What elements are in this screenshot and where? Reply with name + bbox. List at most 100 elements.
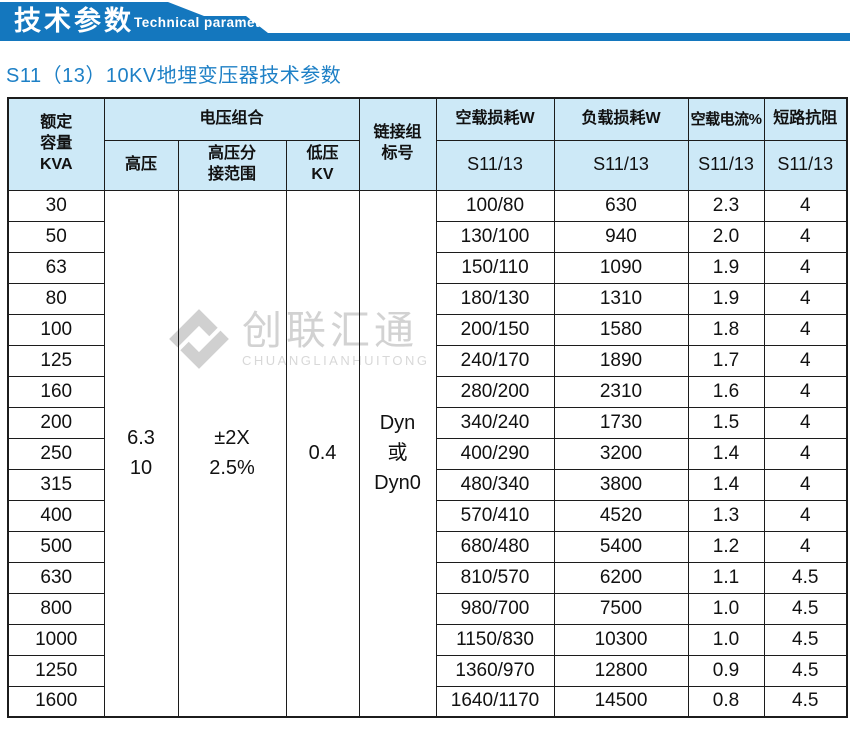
noload-loss-cell: 1360/970 — [435, 654, 555, 687]
noload-current-cell: 1.8 — [687, 313, 765, 346]
parameters-table: 额定 容量 KVA 电压组合 链接组 标号 空载损耗W 负载损耗W 空载电流% … — [7, 97, 848, 718]
load-loss-cell: 12800 — [553, 654, 689, 687]
header-voltage-group: 电压组合 — [103, 97, 360, 141]
banner-ribbon-shape — [0, 2, 850, 41]
impedance-cell: 4.5 — [763, 623, 848, 656]
header-load-loss: 负载损耗W — [553, 97, 689, 141]
impedance-cell: 4 — [763, 251, 848, 284]
capacity-cell: 200 — [7, 406, 105, 439]
impedance-cell: 4.5 — [763, 654, 848, 687]
header-lv: 低压 KV — [285, 139, 360, 191]
noload-loss-cell: 810/570 — [435, 561, 555, 594]
noload-current-cell: 1.9 — [687, 251, 765, 284]
load-loss-cell: 3800 — [553, 468, 689, 501]
noload-current-cell: 0.8 — [687, 685, 765, 718]
noload-current-cell: 1.7 — [687, 344, 765, 377]
table-row: 400 570/410 4520 1.3 4 — [7, 499, 848, 532]
load-loss-cell: 1890 — [553, 344, 689, 377]
noload-loss-cell: 100/80 — [435, 189, 555, 222]
subheader-noload-current: S11/13 — [687, 139, 765, 191]
table-row: 125 240/170 1890 1.7 4 — [7, 344, 848, 377]
table-row: 200 340/240 1730 1.5 4 — [7, 406, 848, 439]
noload-current-cell: 1.2 — [687, 530, 765, 563]
load-loss-cell: 1580 — [553, 313, 689, 346]
noload-current-cell: 1.0 — [687, 592, 765, 625]
noload-loss-cell: 130/100 — [435, 220, 555, 253]
page-title: S11（13）10KV地埋变压器技术参数 — [6, 65, 342, 87]
noload-loss-cell: 240/170 — [435, 344, 555, 377]
header-impedance: 短路抗阻 — [763, 97, 848, 141]
noload-loss-cell: 180/130 — [435, 282, 555, 315]
noload-loss-cell: 200/150 — [435, 313, 555, 346]
merged-vector-group-cell: Dyn 或 Dyn0 — [358, 189, 437, 718]
subheader-impedance: S11/13 — [763, 139, 848, 191]
noload-loss-cell: 280/200 — [435, 375, 555, 408]
banner-title: 技术参数 — [14, 6, 134, 36]
capacity-cell: 800 — [7, 592, 105, 625]
noload-current-cell: 1.3 — [687, 499, 765, 532]
header-capacity: 额定 容量 KVA — [7, 97, 105, 191]
table-row: 630 810/570 6200 1.1 4.5 — [7, 561, 848, 594]
noload-loss-cell: 980/700 — [435, 592, 555, 625]
impedance-cell: 4 — [763, 282, 848, 315]
impedance-cell: 4 — [763, 313, 848, 346]
impedance-cell: 4 — [763, 189, 848, 222]
load-loss-cell: 1090 — [553, 251, 689, 284]
subheader-load-loss: S11/13 — [553, 139, 689, 191]
load-loss-cell: 6200 — [553, 561, 689, 594]
load-loss-cell: 4520 — [553, 499, 689, 532]
impedance-cell: 4 — [763, 530, 848, 563]
table-row: 63 150/110 1090 1.9 4 — [7, 251, 848, 284]
header-vector-group: 链接组 标号 — [358, 97, 437, 191]
capacity-cell: 630 — [7, 561, 105, 594]
noload-current-cell: 1.6 — [687, 375, 765, 408]
header-banner: 技术参数 Technical parameter — [0, 0, 850, 44]
noload-current-cell: 1.5 — [687, 406, 765, 439]
table-body: 30 6.3 10 ±2X 2.5% 0.4 Dyn 或 Dyn0 100/80 630 2.… — [7, 189, 848, 718]
capacity-cell: 315 — [7, 468, 105, 501]
noload-loss-cell: 340/240 — [435, 406, 555, 439]
load-loss-cell: 630 — [553, 189, 689, 222]
capacity-cell: 125 — [7, 344, 105, 377]
merged-tap-range-cell: ±2X 2.5% — [177, 189, 287, 718]
load-loss-cell: 940 — [553, 220, 689, 253]
table-row: 80 180/130 1310 1.9 4 — [7, 282, 848, 315]
impedance-cell: 4 — [763, 220, 848, 253]
impedance-cell: 4 — [763, 499, 848, 532]
noload-loss-cell: 570/410 — [435, 499, 555, 532]
impedance-cell: 4.5 — [763, 561, 848, 594]
header-noload-loss: 空载损耗W — [435, 97, 555, 141]
banner-subtitle: Technical parameter — [134, 15, 274, 30]
noload-loss-cell: 680/480 — [435, 530, 555, 563]
noload-current-cell: 0.9 — [687, 654, 765, 687]
header-noload-current: 空载电流% — [687, 97, 765, 141]
noload-current-cell: 2.0 — [687, 220, 765, 253]
capacity-cell: 30 — [7, 189, 105, 222]
noload-loss-cell: 480/340 — [435, 468, 555, 501]
capacity-cell: 1000 — [7, 623, 105, 656]
load-loss-cell: 14500 — [553, 685, 689, 718]
load-loss-cell: 1730 — [553, 406, 689, 439]
header-hv: 高压 — [103, 139, 179, 191]
merged-hv-cell: 6.3 10 — [103, 189, 179, 718]
noload-loss-cell: 150/110 — [435, 251, 555, 284]
impedance-cell: 4 — [763, 406, 848, 439]
table-row: 30 6.3 10 ±2X 2.5% 0.4 Dyn 或 Dyn0 100/80 630 2.… — [7, 189, 848, 718]
impedance-cell: 4.5 — [763, 592, 848, 625]
impedance-cell: 4 — [763, 344, 848, 377]
header-tap-range: 高压分 接范围 — [177, 139, 287, 191]
impedance-cell: 4 — [763, 375, 848, 408]
capacity-cell: 1600 — [7, 685, 105, 718]
impedance-cell: 4.5 — [763, 685, 848, 718]
merged-lv-cell: 0.4 — [285, 189, 360, 718]
load-loss-cell: 10300 — [553, 623, 689, 656]
subheader-noload-loss: S11/13 — [435, 139, 555, 191]
noload-current-cell: 2.3 — [687, 189, 765, 222]
table-row: 500 680/480 5400 1.2 4 — [7, 530, 848, 563]
capacity-cell: 63 — [7, 251, 105, 284]
noload-current-cell: 1.9 — [687, 282, 765, 315]
load-loss-cell: 2310 — [553, 375, 689, 408]
capacity-cell: 250 — [7, 437, 105, 470]
table-row: 1600 1640/1170 14500 0.8 4.5 — [7, 685, 848, 718]
